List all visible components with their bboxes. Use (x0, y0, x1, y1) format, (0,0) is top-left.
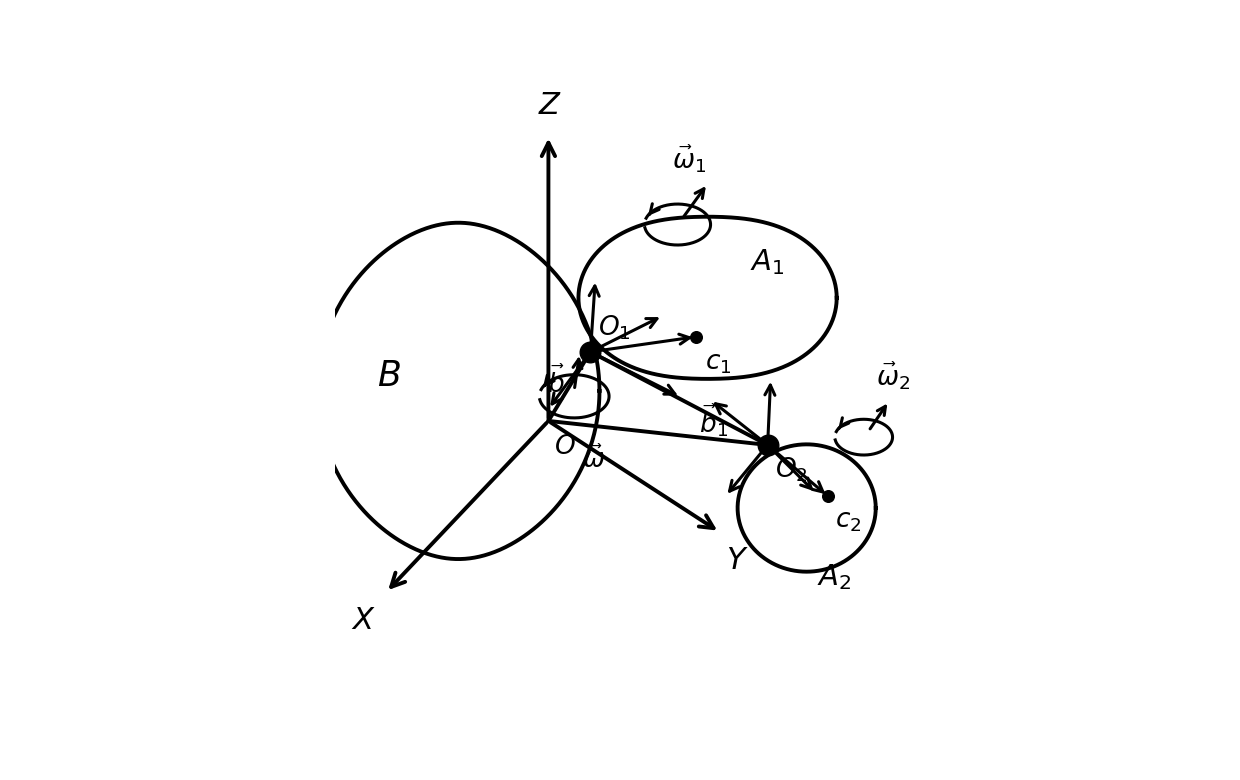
Text: $B$: $B$ (377, 359, 401, 393)
Text: $O_1$: $O_1$ (598, 314, 631, 342)
Text: $X$: $X$ (351, 605, 376, 636)
Text: $O_2$: $O_2$ (775, 456, 808, 484)
Point (817, 490, 837, 502)
Text: $A_1$: $A_1$ (750, 246, 785, 277)
Text: $Z$: $Z$ (538, 90, 562, 121)
Point (758, 438, 777, 451)
Text: $O$: $O$ (554, 434, 577, 459)
Text: $c_1$: $c_1$ (704, 351, 732, 376)
Text: $Y$: $Y$ (725, 545, 748, 576)
Text: $\vec{\omega}$: $\vec{\omega}$ (582, 446, 605, 473)
Text: $\vec{\omega}_2$: $\vec{\omega}_2$ (875, 360, 910, 392)
Text: $\vec{b}_1$: $\vec{b}_1$ (698, 402, 728, 439)
Text: $A_2$: $A_2$ (816, 562, 851, 592)
Text: $\vec{\omega}_1$: $\vec{\omega}_1$ (672, 143, 707, 175)
Point (580, 346, 600, 358)
Text: $c_2$: $c_2$ (836, 509, 862, 534)
Text: $\vec{b}$: $\vec{b}$ (547, 366, 564, 398)
Point (686, 331, 706, 343)
